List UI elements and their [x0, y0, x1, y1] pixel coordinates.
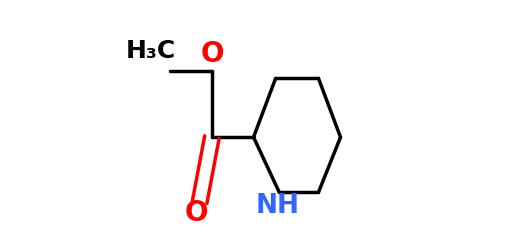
- Text: O: O: [185, 199, 208, 227]
- Text: H₃C: H₃C: [125, 39, 176, 63]
- Text: NH: NH: [256, 193, 300, 219]
- Text: O: O: [200, 40, 224, 68]
